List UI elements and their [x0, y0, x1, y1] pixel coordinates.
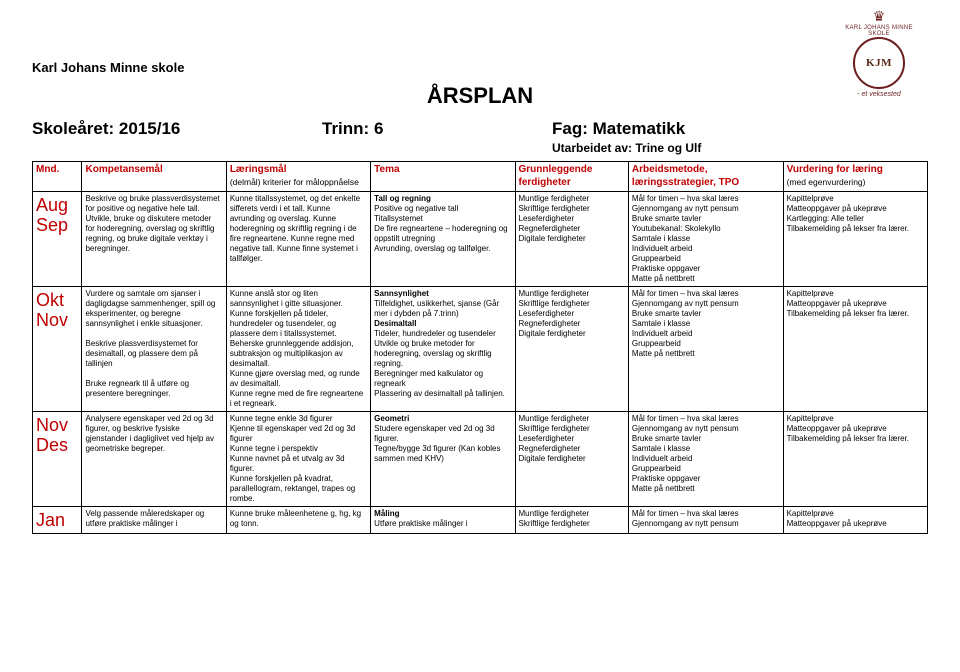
th-laer-main: Læringsmål	[230, 164, 287, 175]
cell-laer: Kunne anslå stor og liten sannsynlighet …	[226, 287, 370, 412]
cell-vurd: KapittelprøveMatteoppgaver på ukeprøveKa…	[783, 192, 927, 287]
cell-komp: Velg passende måleredskaper og utføre pr…	[82, 507, 226, 534]
cell-grunn: Muntlige ferdigheterSkriftlige ferdighet…	[515, 287, 628, 412]
cell-laer: Kunne tegne enkle 3d figurerKjenne til e…	[226, 412, 370, 507]
cell-arb: Mål for timen – hva skal læresGjennomgan…	[628, 287, 783, 412]
cell-laer: Kunne bruke måleenhetene g, hg, kg og to…	[226, 507, 370, 534]
logo-monogram: KJM	[853, 37, 905, 89]
th-tema: Tema	[371, 162, 515, 192]
table-row: AugSepBeskrive og bruke plassverdisystem…	[33, 192, 928, 287]
cell-month: Jan	[33, 507, 82, 534]
th-vurd: Vurdering for læring (med egenvurdering)	[783, 162, 927, 192]
th-laer-sub: (delmål) kriterier for måloppnåelse	[230, 177, 367, 188]
cell-arb: Mål for timen – hva skal læresGjennomgan…	[628, 192, 783, 287]
cell-komp: Vurdere og samtale om sjanser i dagligda…	[82, 287, 226, 412]
table-row: JanVelg passende måleredskaper og utføre…	[33, 507, 928, 534]
th-mnd: Mnd.	[33, 162, 82, 192]
table-row: OktNovVurdere og samtale om sjanser i da…	[33, 287, 928, 412]
cell-month: NovDes	[33, 412, 82, 507]
cell-tema: SannsynlighetTilfeldighet, usikkerhet, s…	[371, 287, 515, 412]
meta-subject: Fag: Matematikk	[552, 119, 928, 139]
th-arb: Arbeidsmetode, læringsstrategier, TPO	[628, 162, 783, 192]
year-plan-table: Mnd. Kompetansemål Læringsmål (delmål) k…	[32, 161, 928, 534]
cell-komp: Beskrive og bruke plassverdisystemet for…	[82, 192, 226, 287]
cell-komp: Analysere egenskaper ved 2d og 3d figure…	[82, 412, 226, 507]
th-vurd-sub: (med egenvurdering)	[787, 177, 924, 188]
school-logo: ♛ KARL JOHANS MINNE SKOLE KJM - et vekse…	[834, 8, 924, 98]
cell-grunn: Muntlige ferdigheterSkriftlige ferdighet…	[515, 507, 628, 534]
th-komp: Kompetansemål	[82, 162, 226, 192]
cell-month: OktNov	[33, 287, 82, 412]
meta-grade: Trinn: 6	[322, 119, 552, 139]
cell-arb: Mål for timen – hva skal læresGjennomgan…	[628, 412, 783, 507]
cell-tema: MålingUtføre praktiske målinger i	[371, 507, 515, 534]
table-row: NovDesAnalysere egenskaper ved 2d og 3d …	[33, 412, 928, 507]
logo-ring-text: KARL JOHANS MINNE SKOLE	[834, 25, 924, 37]
school-name: Karl Johans Minne skole	[32, 60, 928, 75]
cell-vurd: KapittelprøveMatteoppgaver på ukeprøve	[783, 507, 927, 534]
cell-tema: Tall og regningPositive og negative tall…	[371, 192, 515, 287]
crown-icon: ♛	[834, 8, 924, 25]
cell-month: AugSep	[33, 192, 82, 287]
cell-arb: Mål for timen – hva skal læresGjennomgan…	[628, 507, 783, 534]
logo-motto: - et veksested	[834, 91, 924, 98]
th-vurd-main: Vurdering for læring	[787, 164, 883, 175]
cell-vurd: KapittelprøveMatteoppgaver på ukeprøveTi…	[783, 287, 927, 412]
cell-grunn: Muntlige ferdigheterSkriftlige ferdighet…	[515, 192, 628, 287]
meta-year: Skoleåret: 2015/16	[32, 119, 322, 139]
th-laer: Læringsmål (delmål) kriterier for målopp…	[226, 162, 370, 192]
cell-laer: Kunne titallssystemet, og det enkelte si…	[226, 192, 370, 287]
cell-vurd: KapittelprøveMatteoppgaver på ukeprøveTi…	[783, 412, 927, 507]
cell-grunn: Muntlige ferdigheterSkriftlige ferdighet…	[515, 412, 628, 507]
th-grunn: Grunnleggende ferdigheter	[515, 162, 628, 192]
page-title: ÅRSPLAN	[32, 83, 928, 109]
cell-tema: GeometriStudere egenskaper ved 2d og 3d …	[371, 412, 515, 507]
meta-author: Utarbeidet av: Trine og Ulf	[552, 141, 928, 155]
